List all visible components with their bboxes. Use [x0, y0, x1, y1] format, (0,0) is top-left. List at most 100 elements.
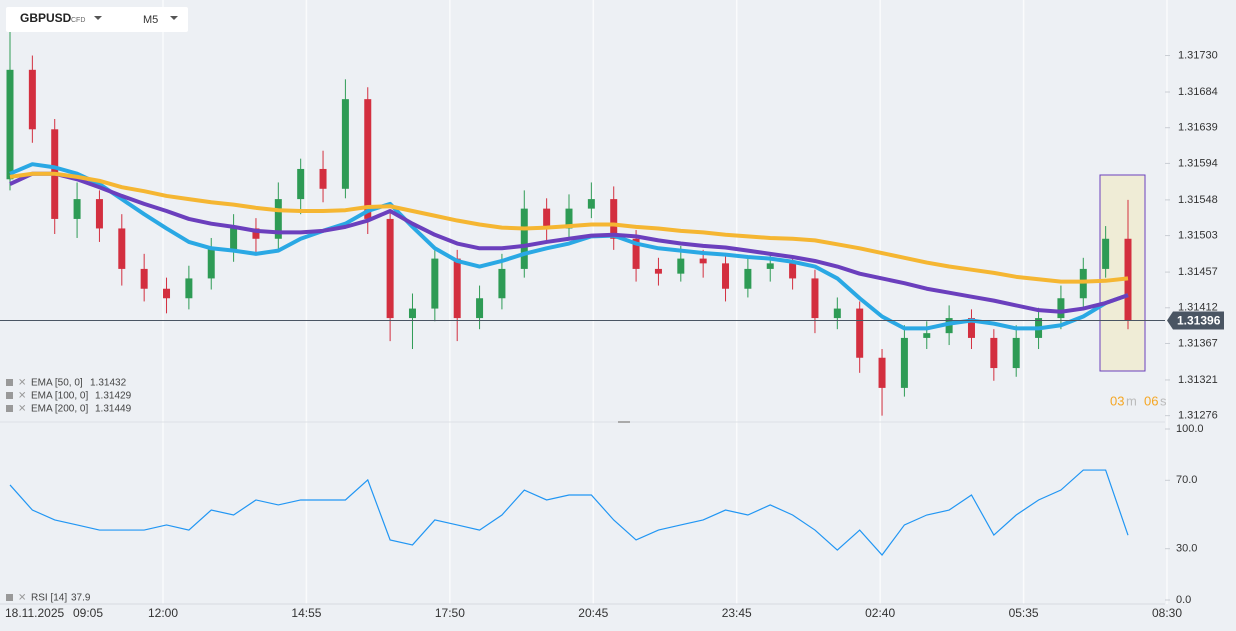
candle-body — [766, 263, 774, 269]
ema-line — [9, 171, 1129, 314]
panel-handle[interactable] — [618, 421, 630, 423]
grid — [162, 0, 1168, 604]
countdown-minutes: 03 — [1110, 393, 1124, 408]
legend-close: ✕ — [18, 378, 26, 389]
candle-body — [520, 208, 528, 269]
candle-body — [431, 258, 439, 309]
x-tick-label: 12:00 — [148, 606, 178, 620]
axes: 1.31730 1.31684 1.31639 1.31594 1.31548 1.315… — [0, 49, 1224, 620]
candle-body — [230, 228, 238, 250]
candle-body — [699, 258, 707, 264]
candle-body — [297, 168, 305, 200]
symbol-box-bg[interactable] — [6, 7, 188, 32]
legend-icon[interactable] — [6, 594, 13, 601]
rsi-line — [9, 469, 1129, 556]
legend-icon[interactable] — [6, 392, 13, 399]
symbol-box[interactable]: GBPUSD CFD M5 — [6, 7, 188, 32]
x-date-label: 18.11.2025 — [5, 606, 64, 620]
last-price-label: 1.31396 — [1177, 314, 1221, 328]
candle-body — [967, 318, 975, 338]
legend-value: 1.31432 — [90, 378, 127, 389]
candle-body — [856, 308, 864, 358]
legend-name: EMA [50, 0] — [31, 378, 83, 389]
x-tick-label: 14:55 — [291, 606, 321, 620]
candle-body — [587, 199, 595, 209]
y-tick-label: 100.0 — [1176, 423, 1204, 435]
y-tick-label: 1.31730 — [1178, 49, 1218, 61]
y-tick-label: 1.31276 — [1178, 410, 1218, 422]
legend-name: RSI [14] — [31, 593, 67, 604]
legend-close: ✕ — [18, 404, 26, 415]
candle-body — [476, 298, 484, 319]
candle-body — [28, 69, 36, 130]
y-tick-label: 1.31412 — [1178, 302, 1218, 314]
candle-body — [140, 268, 148, 289]
last-price-tag — [1167, 311, 1224, 330]
legend-name: EMA [200, 0] — [31, 404, 88, 415]
legend-icon[interactable] — [6, 379, 13, 386]
candle-body — [163, 288, 171, 299]
y-tick-label: 70.0 — [1176, 474, 1197, 486]
x-tick-label: 20:45 — [578, 606, 608, 620]
legend-value: 1.31429 — [95, 391, 132, 402]
candle-body — [744, 268, 752, 289]
x-tick-label: 09:05 — [73, 606, 103, 620]
legend-close: ✕ — [18, 391, 26, 402]
countdown-unit: m — [1126, 393, 1137, 408]
legend-icon[interactable] — [6, 405, 13, 412]
timeframe[interactable]: M5 — [143, 14, 158, 26]
candle-body — [6, 69, 14, 180]
candle-body — [498, 268, 506, 299]
candle-body — [543, 208, 551, 229]
candle-body — [1012, 337, 1020, 369]
candle-body — [408, 308, 416, 319]
legend-value: 37.9 — [71, 593, 91, 604]
candle-body — [341, 99, 349, 189]
candle-body — [73, 199, 81, 219]
market: CFD — [71, 17, 85, 24]
x-tick-label: 02:40 — [865, 606, 895, 620]
y-tick-label: 1.31503 — [1178, 229, 1218, 241]
y-tick-label: 1.31367 — [1178, 337, 1218, 349]
candle-body — [677, 258, 685, 274]
candle-body — [833, 308, 841, 319]
countdown-unit: s — [1160, 393, 1167, 408]
y-tick-label: 30.0 — [1176, 543, 1197, 555]
y-tick-label: 0.0 — [1176, 594, 1191, 606]
dropdown-arrow[interactable] — [94, 16, 102, 20]
candle-body — [654, 268, 662, 274]
candle-body — [185, 278, 193, 299]
candle-body — [811, 278, 819, 319]
candle-body — [878, 357, 886, 388]
candle-body — [95, 199, 103, 229]
y-tick-label: 1.31457 — [1178, 266, 1218, 278]
countdown-highlight — [1099, 174, 1146, 372]
candle-body — [252, 228, 260, 239]
candle-body — [386, 218, 394, 319]
ema-line — [9, 162, 1129, 331]
candle-body — [990, 337, 998, 369]
y-tick-label: 1.31321 — [1178, 374, 1218, 386]
y-tick-label: 1.31548 — [1178, 194, 1218, 206]
x-tick-label: 05:35 — [1009, 606, 1039, 620]
candle-body — [207, 249, 215, 279]
candle-body — [453, 258, 461, 319]
candle-body — [1057, 298, 1065, 319]
y-tick-label: 1.31639 — [1178, 122, 1218, 134]
plot: ✕ EMA [50, 0] 1.31432 ✕ EMA [100, 0] 1.31429 ✕… — [0, 23, 1165, 604]
dropdown-arrow[interactable] — [170, 16, 178, 20]
candle-body — [118, 228, 126, 269]
countdown-seconds: 06 — [1144, 393, 1158, 408]
candle-body — [900, 337, 908, 388]
candle-body — [610, 199, 618, 239]
x-tick-label: 23:45 — [722, 606, 752, 620]
symbol[interactable]: GBPUSD — [20, 11, 72, 25]
x-tick-label: 08:30 — [1152, 606, 1182, 620]
candle-body — [565, 208, 573, 229]
candle-body — [632, 238, 640, 269]
x-tick-label: 17:50 — [435, 606, 465, 620]
candle-body — [274, 199, 282, 239]
candle-body — [364, 99, 372, 219]
